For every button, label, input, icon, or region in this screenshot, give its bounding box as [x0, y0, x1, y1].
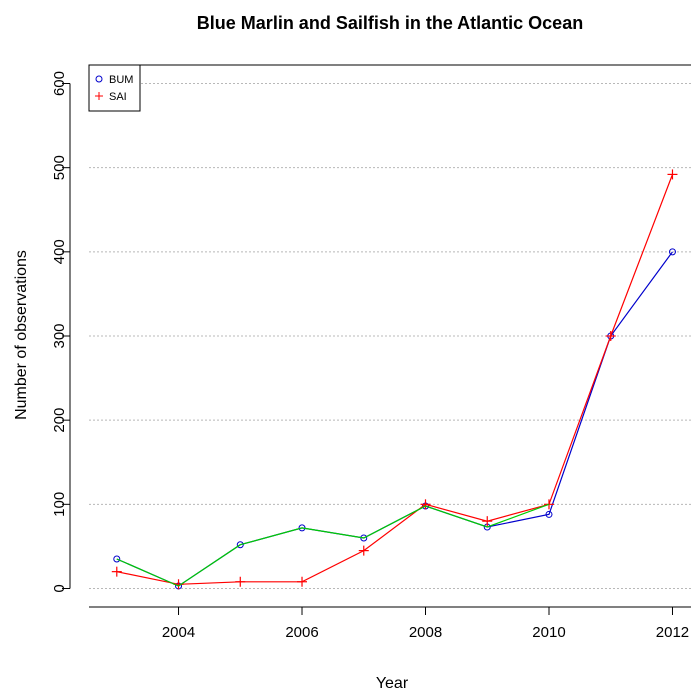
x-axis: 2004 2006 2008 2010 2012 — [89, 606, 691, 641]
y-tick-label: 500 — [51, 155, 68, 180]
y-axis: 0 100 200 300 400 500 600 — [51, 71, 71, 593]
y-tick-label: 200 — [51, 408, 68, 433]
data-point-sai — [605, 331, 616, 341]
legend-label-sai: SAI — [109, 91, 127, 103]
y-tick-label: 600 — [51, 71, 68, 96]
data-point-bum — [545, 510, 553, 518]
y-tick-label: 100 — [51, 492, 68, 517]
grid — [89, 83, 691, 589]
data-point-sai — [297, 576, 308, 587]
legend-marker-bum — [95, 75, 103, 83]
data-point-bum — [113, 555, 121, 563]
data-point-sai — [420, 499, 431, 510]
legend-marker-sai — [95, 92, 103, 100]
series-line-series-2 — [116, 503, 550, 587]
y-tick-label: 0 — [51, 584, 68, 592]
legend: BUM SAI — [88, 64, 141, 112]
x-axis-title: Year — [376, 675, 409, 690]
data-point-bum — [236, 541, 244, 549]
data-point-bum — [668, 248, 676, 256]
data-point-sai — [482, 516, 493, 527]
data-point-sai — [111, 566, 122, 577]
y-tick-label: 300 — [51, 323, 68, 348]
x-tick-label: 2004 — [162, 624, 195, 641]
data-point-sai — [667, 169, 678, 180]
x-tick-label: 2008 — [409, 624, 442, 641]
y-axis-title: Number of observations — [13, 250, 30, 420]
x-tick-label: 2006 — [285, 624, 318, 641]
x-tick-label: 2010 — [532, 624, 565, 641]
series-layer — [111, 169, 678, 590]
series-line-bum — [116, 251, 673, 587]
data-point-sai — [358, 545, 369, 556]
chart-title: Blue Marlin and Sailfish in the Atlantic… — [197, 13, 583, 33]
legend-box — [88, 64, 141, 112]
legend-label-bum: BUM — [109, 74, 133, 86]
y-tick-label: 400 — [51, 239, 68, 264]
series-line-sai — [116, 174, 674, 585]
x-tick-label: 2012 — [656, 624, 689, 641]
data-point-sai — [235, 576, 246, 587]
